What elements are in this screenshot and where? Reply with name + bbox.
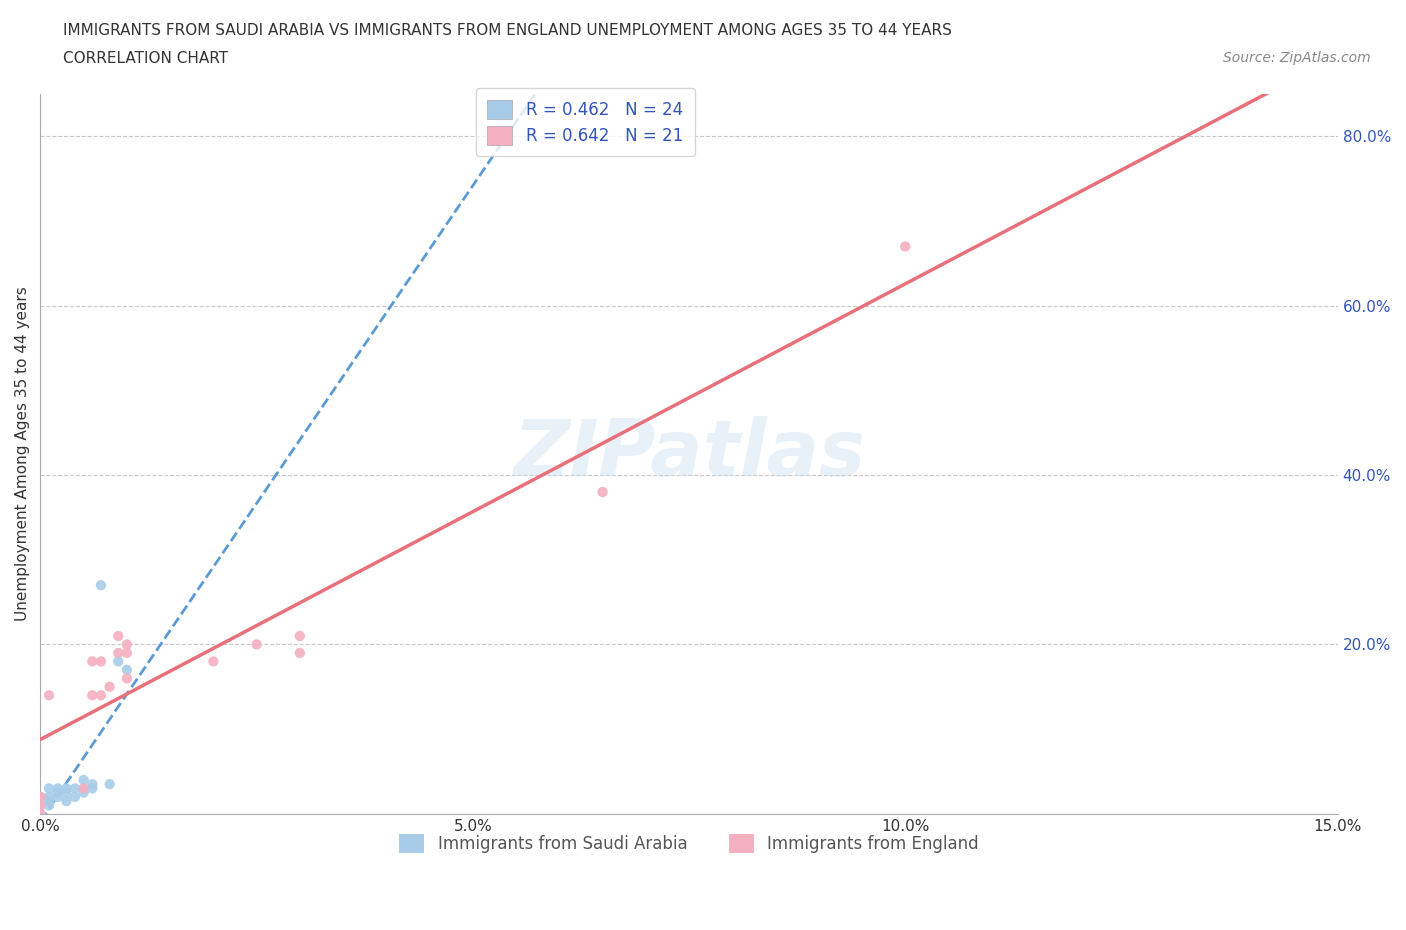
Point xyxy=(107,629,129,644)
Point xyxy=(90,688,112,703)
Point xyxy=(115,662,138,677)
Point xyxy=(73,781,96,796)
Point xyxy=(82,654,104,669)
Point xyxy=(63,790,86,804)
Point xyxy=(115,671,138,685)
Point xyxy=(894,239,917,254)
Point xyxy=(38,781,60,796)
Point xyxy=(288,629,311,644)
Point xyxy=(63,781,86,796)
Text: IMMIGRANTS FROM SAUDI ARABIA VS IMMIGRANTS FROM ENGLAND UNEMPLOYMENT AMONG AGES : IMMIGRANTS FROM SAUDI ARABIA VS IMMIGRAN… xyxy=(63,23,952,38)
Point xyxy=(107,654,129,669)
Point xyxy=(90,654,112,669)
Point xyxy=(82,688,104,703)
Point xyxy=(46,785,69,800)
Point xyxy=(46,781,69,796)
Point xyxy=(288,645,311,660)
Point xyxy=(592,485,614,499)
Point xyxy=(73,781,96,796)
Point xyxy=(30,790,52,804)
Point xyxy=(98,680,121,695)
Point xyxy=(38,688,60,703)
Point xyxy=(30,790,52,804)
Point xyxy=(30,806,52,821)
Point xyxy=(82,777,104,791)
Point xyxy=(82,781,104,796)
Text: ZIPatlas: ZIPatlas xyxy=(513,416,865,492)
Point xyxy=(38,790,60,804)
Point xyxy=(30,806,52,821)
Text: CORRELATION CHART: CORRELATION CHART xyxy=(63,51,228,66)
Point xyxy=(115,637,138,652)
Y-axis label: Unemployment Among Ages 35 to 44 years: Unemployment Among Ages 35 to 44 years xyxy=(15,286,30,621)
Text: Source: ZipAtlas.com: Source: ZipAtlas.com xyxy=(1223,51,1371,65)
Point xyxy=(30,798,52,813)
Point xyxy=(73,785,96,800)
Point xyxy=(55,785,77,800)
Point xyxy=(55,781,77,796)
Point xyxy=(46,790,69,804)
Point xyxy=(202,654,225,669)
Point xyxy=(55,793,77,808)
Point xyxy=(73,773,96,788)
Legend: Immigrants from Saudi Arabia, Immigrants from England: Immigrants from Saudi Arabia, Immigrants… xyxy=(392,827,986,859)
Point xyxy=(246,637,269,652)
Point xyxy=(98,777,121,791)
Point xyxy=(30,798,52,813)
Point xyxy=(115,645,138,660)
Point xyxy=(38,793,60,808)
Point xyxy=(90,578,112,592)
Point xyxy=(38,798,60,813)
Point xyxy=(107,645,129,660)
